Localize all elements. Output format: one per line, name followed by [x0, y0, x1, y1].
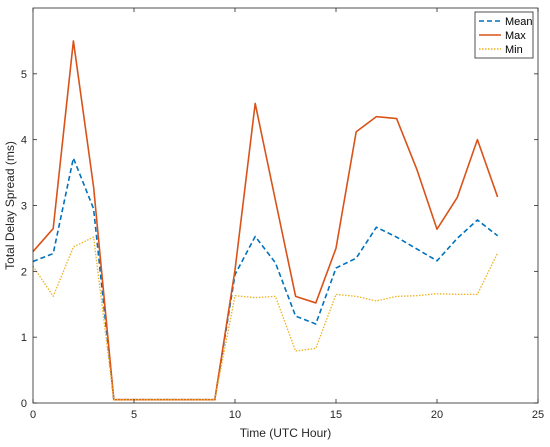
legend-label-min: Min	[505, 44, 523, 56]
x-tick-label: 25	[532, 409, 544, 421]
axes-box	[32, 7, 539, 404]
y-tick-label: 1	[21, 332, 27, 344]
series-line-min	[32, 236, 499, 401]
series-line-max	[32, 40, 499, 401]
x-tick-label: 0	[30, 409, 36, 421]
legend: Mean Max Min	[474, 11, 534, 59]
legend-label-max: Max	[505, 30, 526, 42]
series-layer	[32, 40, 499, 401]
y-tick-label: 5	[21, 69, 27, 81]
x-tick-label: 10	[229, 409, 241, 421]
y-tick-label: 3	[21, 201, 27, 213]
y-tick-label: 4	[21, 135, 27, 147]
x-axis-label: Time (UTC Hour)	[240, 426, 332, 440]
x-tick-label: 5	[131, 409, 137, 421]
y-tick-label: 0	[21, 398, 27, 410]
ticks-layer: 0 5 10 15 20 25 0 1 2 3 4 5	[21, 8, 544, 421]
y-axis-label: Total Delay Spread (ms)	[3, 141, 17, 270]
legend-label-mean: Mean	[505, 16, 533, 28]
y-tick-label: 2	[21, 266, 27, 278]
x-tick-label: 15	[330, 409, 342, 421]
x-tick-label: 20	[431, 409, 443, 421]
